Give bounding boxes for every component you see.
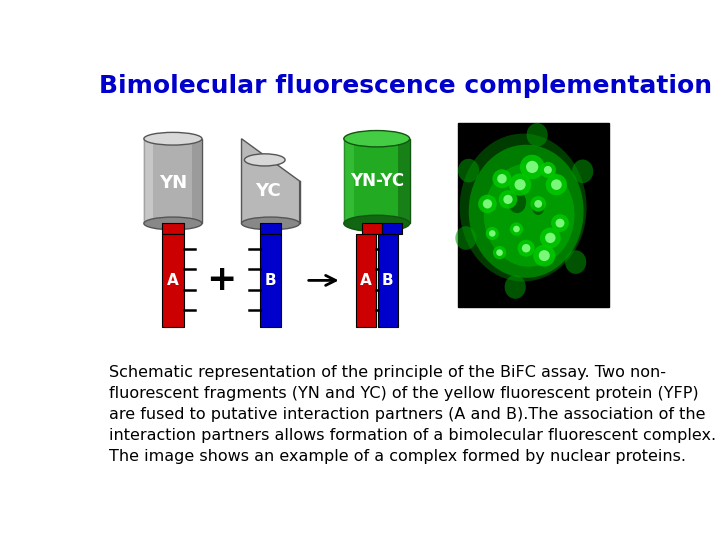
Ellipse shape (572, 159, 593, 183)
Text: Bimolecular fluorescence complementation: Bimolecular fluorescence complementation (99, 74, 712, 98)
Circle shape (503, 195, 513, 204)
Text: YC: YC (255, 182, 281, 200)
Circle shape (520, 155, 544, 179)
Bar (377, 234, 397, 327)
Ellipse shape (458, 159, 479, 183)
Ellipse shape (505, 275, 526, 299)
Ellipse shape (144, 132, 202, 145)
Circle shape (486, 227, 499, 240)
Text: B: B (265, 273, 276, 288)
Ellipse shape (484, 163, 575, 267)
Ellipse shape (459, 133, 587, 281)
Bar (344, 139, 410, 224)
Circle shape (534, 245, 555, 267)
Text: YN-YC: YN-YC (350, 172, 404, 190)
Circle shape (509, 173, 531, 196)
Circle shape (493, 246, 506, 259)
Bar (162, 224, 184, 234)
Ellipse shape (344, 131, 410, 147)
Circle shape (515, 179, 526, 190)
Circle shape (489, 230, 495, 237)
Bar (382, 224, 402, 234)
Bar (458, 123, 609, 307)
Ellipse shape (455, 226, 477, 250)
Circle shape (496, 249, 503, 256)
Circle shape (499, 190, 517, 208)
Circle shape (556, 219, 564, 227)
Text: Schematic representation of the principle of the BiFC assay. Two non-
fluorescen: Schematic representation of the principl… (109, 365, 716, 464)
Circle shape (534, 200, 542, 208)
Ellipse shape (244, 154, 285, 166)
Bar (356, 234, 376, 327)
Ellipse shape (469, 145, 583, 278)
Text: A: A (360, 273, 372, 288)
Bar (361, 224, 382, 234)
Bar (162, 234, 184, 327)
Bar (144, 139, 202, 224)
Text: A: A (167, 273, 179, 288)
Circle shape (551, 214, 569, 232)
Bar (144, 139, 153, 224)
Circle shape (522, 244, 531, 253)
Ellipse shape (508, 191, 526, 213)
Circle shape (531, 196, 546, 212)
Text: B: B (382, 273, 393, 288)
Ellipse shape (241, 217, 300, 230)
Ellipse shape (565, 250, 586, 274)
Ellipse shape (526, 123, 548, 147)
Ellipse shape (344, 215, 410, 232)
Text: +: + (207, 264, 237, 298)
Circle shape (545, 233, 556, 243)
Circle shape (483, 199, 492, 208)
Circle shape (518, 240, 535, 256)
Circle shape (540, 227, 561, 248)
Bar (260, 224, 282, 234)
Circle shape (540, 162, 556, 178)
Bar (260, 234, 282, 327)
Circle shape (498, 174, 507, 184)
Circle shape (510, 222, 523, 235)
Circle shape (551, 179, 562, 190)
Polygon shape (241, 139, 300, 224)
Circle shape (478, 194, 497, 213)
Circle shape (513, 226, 520, 232)
Circle shape (539, 250, 550, 261)
Ellipse shape (144, 217, 202, 230)
Circle shape (526, 161, 539, 173)
Circle shape (492, 169, 511, 188)
Circle shape (546, 174, 567, 195)
Bar (398, 139, 410, 224)
Circle shape (544, 166, 552, 174)
Bar (192, 139, 202, 224)
Bar (344, 139, 354, 224)
Text: YN: YN (159, 174, 187, 192)
Ellipse shape (532, 200, 544, 215)
